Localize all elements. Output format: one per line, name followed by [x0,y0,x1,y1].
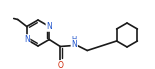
Text: N: N [46,22,52,31]
Text: H: H [72,36,77,42]
Text: N: N [71,40,77,49]
Text: O: O [57,61,63,69]
Text: N: N [24,35,30,44]
